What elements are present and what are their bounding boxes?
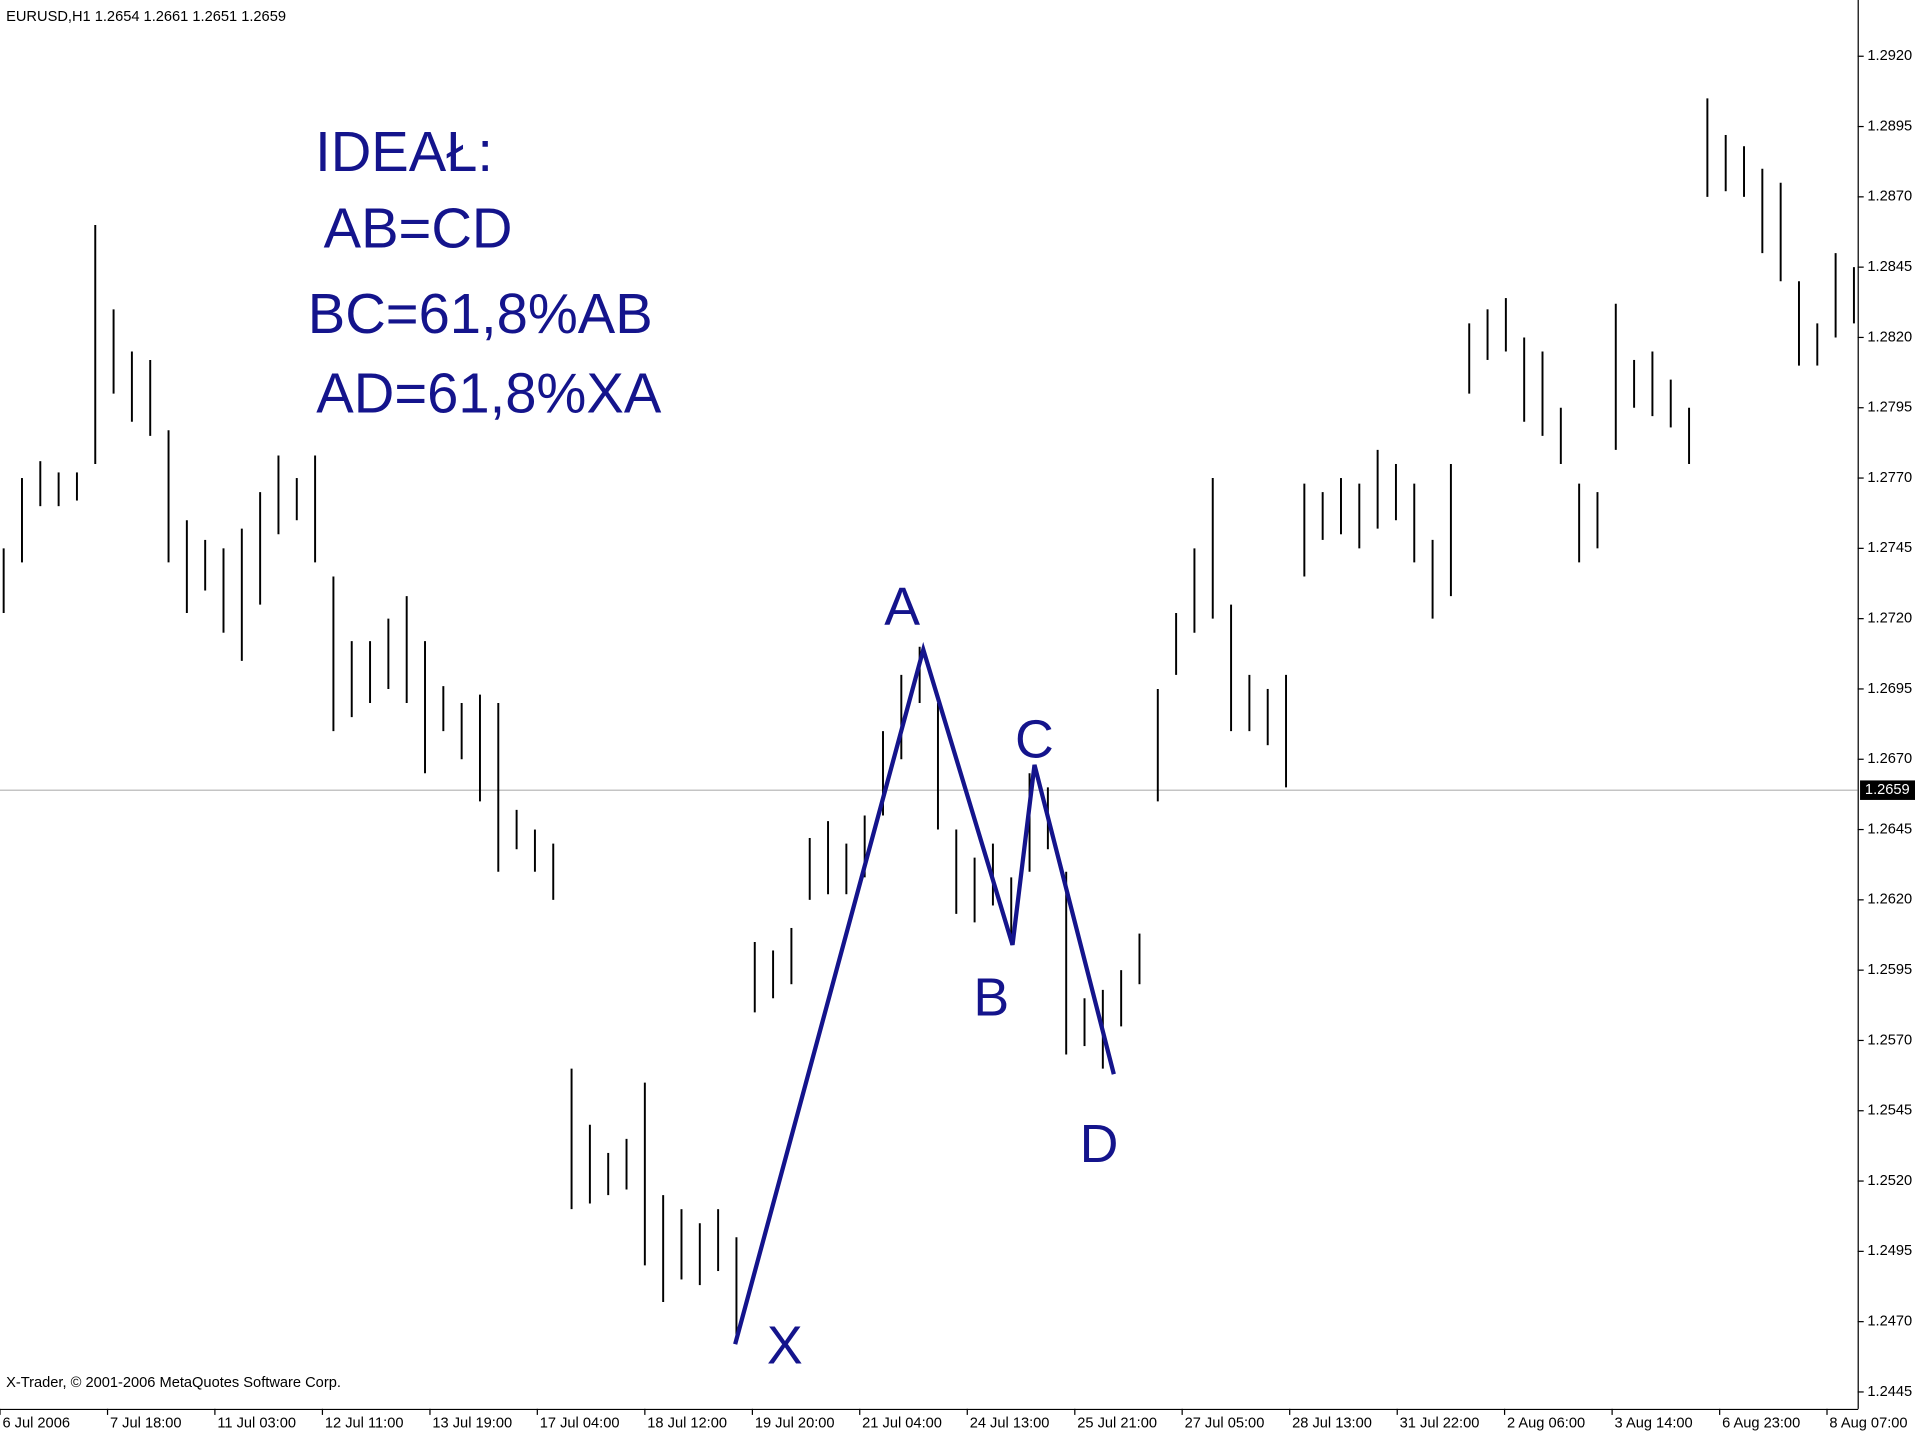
x-tick-label: 17 Jul 04:00 bbox=[540, 1415, 620, 1431]
y-tick-label: 1.2645 bbox=[1867, 821, 1912, 837]
annotation: AB=CD bbox=[324, 197, 513, 260]
x-tick-label: 18 Jul 12:00 bbox=[647, 1415, 727, 1431]
x-tick-label: 21 Jul 04:00 bbox=[862, 1415, 942, 1431]
y-tick-label: 1.2870 bbox=[1867, 189, 1912, 205]
y-tick-label: 1.2520 bbox=[1867, 1173, 1912, 1189]
y-tick-label: 1.2745 bbox=[1867, 540, 1912, 556]
x-tick-label: 6 Aug 23:00 bbox=[1722, 1415, 1800, 1431]
pattern-point-label: D bbox=[1080, 1114, 1119, 1174]
y-tick-label: 1.2670 bbox=[1867, 751, 1912, 767]
annotation: IDEAŁ: bbox=[315, 120, 493, 183]
y-tick-label: 1.2895 bbox=[1867, 118, 1912, 134]
y-tick-label: 1.2695 bbox=[1867, 681, 1912, 697]
footer: X-Trader, © 2001-2006 MetaQuotes Softwar… bbox=[6, 1375, 341, 1391]
x-tick-label: 3 Aug 14:00 bbox=[1615, 1415, 1693, 1431]
pattern-point-label: B bbox=[973, 968, 1009, 1028]
y-tick-label: 1.2470 bbox=[1867, 1314, 1912, 1330]
y-tick-label: 1.2920 bbox=[1867, 48, 1912, 64]
y-tick-label: 1.2820 bbox=[1867, 329, 1912, 345]
y-tick-label: 1.2770 bbox=[1867, 470, 1912, 486]
y-tick-label: 1.2570 bbox=[1867, 1032, 1912, 1048]
pattern-point-label: A bbox=[884, 577, 920, 637]
y-tick-label: 1.2445 bbox=[1867, 1384, 1912, 1400]
annotation: BC=61,8%AB bbox=[308, 282, 653, 345]
x-tick-label: 8 Aug 07:00 bbox=[1829, 1415, 1907, 1431]
current-price-label: 1.2659 bbox=[1865, 782, 1910, 798]
pattern-point-label: C bbox=[1015, 710, 1054, 770]
pattern-point-label: X bbox=[767, 1316, 803, 1376]
x-tick-label: 2 Aug 06:00 bbox=[1507, 1415, 1585, 1431]
current-price-box bbox=[1860, 780, 1915, 800]
y-tick-label: 1.2720 bbox=[1867, 611, 1912, 627]
x-tick-label: 7 Jul 18:00 bbox=[110, 1415, 182, 1431]
y-tick-label: 1.2595 bbox=[1867, 962, 1912, 978]
chart-title: EURUSD,H1 1.2654 1.2661 1.2651 1.2659 bbox=[6, 9, 286, 25]
pattern-line bbox=[733, 641, 1116, 1345]
x-tick-label: 24 Jul 13:00 bbox=[970, 1415, 1050, 1431]
x-tick-label: 12 Jul 11:00 bbox=[325, 1415, 404, 1431]
x-tick-label: 31 Jul 22:00 bbox=[1400, 1415, 1480, 1431]
annotation: AD=61,8%XA bbox=[316, 361, 662, 424]
x-tick-label: 28 Jul 13:00 bbox=[1292, 1415, 1372, 1431]
y-tick-label: 1.2620 bbox=[1867, 892, 1912, 908]
x-tick-label: 13 Jul 19:00 bbox=[432, 1415, 512, 1431]
y-tick-label: 1.2495 bbox=[1867, 1243, 1912, 1259]
x-tick-label: 6 Jul 2006 bbox=[2, 1415, 70, 1431]
x-tick-label: 11 Jul 03:00 bbox=[217, 1415, 296, 1431]
x-tick-label: 27 Jul 05:00 bbox=[1185, 1415, 1265, 1431]
y-tick-label: 1.2545 bbox=[1867, 1103, 1912, 1119]
x-tick-label: 25 Jul 21:00 bbox=[1077, 1415, 1157, 1431]
y-tick-label: 1.2795 bbox=[1867, 400, 1912, 416]
y-tick-label: 1.2845 bbox=[1867, 259, 1912, 275]
x-tick-label: 19 Jul 20:00 bbox=[755, 1415, 835, 1431]
